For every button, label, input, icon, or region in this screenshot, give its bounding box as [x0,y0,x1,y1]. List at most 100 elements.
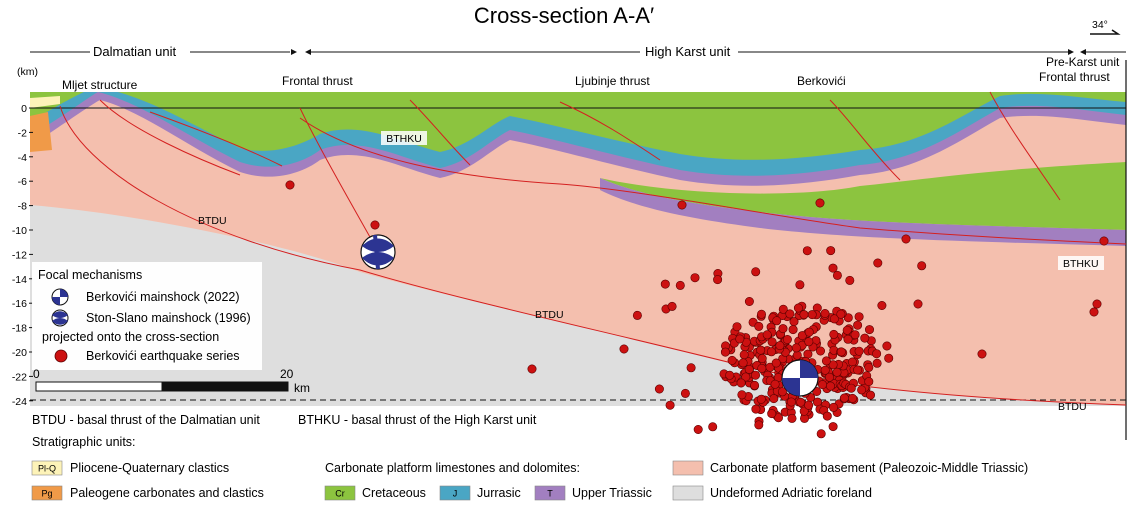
earthquake-dot [791,343,801,353]
earthquake-dot [771,358,781,368]
earthquake-dot [829,314,839,324]
scale-end: 20 [280,367,294,381]
abbr-btdu: BTDU - basal thrust of the Dalmatian uni… [32,413,260,427]
earthquake-dot [820,308,830,318]
earthquake-dot [872,358,882,368]
depth-tick-label: -8 [18,201,27,213]
earthquake-dot [766,347,776,357]
bthku-label-right: BTHKU [1063,258,1099,270]
depth-tick-label: -6 [18,176,27,188]
earthquake-dot [872,349,882,359]
earthquake-dot [820,365,830,375]
strat-carbonate-title: Carbonate platform limestones and dolomi… [325,461,580,475]
swatch-basement [672,460,704,476]
earthquake-dot [778,304,788,314]
earthquake-dot [708,422,718,432]
earthquake-dot [828,263,838,273]
earthquake-dot [843,334,853,344]
btdu-label-right: BTDU [1058,401,1087,413]
earthquake-dot [901,234,911,244]
earthquake-dot [877,300,887,310]
focal-legend-title: Focal mechanisms [38,268,142,282]
strat-basement: Carbonate platform basement (Paleozoic-M… [710,461,1028,475]
depth-axis-unit: (km) [17,66,38,78]
earthquake-dot [804,337,814,347]
earthquake-dot [782,334,792,344]
earthquake-dot [737,390,747,400]
fault-line [409,99,471,166]
earthquake-dot [850,330,860,340]
earthquake-dot [756,309,766,319]
earthquake-dot [1099,236,1109,246]
earthquake-dot [826,246,836,256]
earthquake-dot [864,362,874,372]
earthquake-dot [750,380,760,390]
earthquake-dot [854,346,864,356]
earthquake-dot [667,301,677,311]
earthquake-dot [796,397,806,407]
strat-paleogene: Paleogene carbonates and clastics [70,486,264,500]
ston-slano-focal-mechanism [360,234,396,270]
earthquake-dot [778,324,788,334]
triassic-lower-layer [600,178,1126,246]
earthquake-dot [773,413,783,423]
btdu-label-center: BTDU [535,309,564,321]
earthquake-dot [665,400,675,410]
legend-ston-slano-mainshock: Ston-Slano mainshock (1996) [86,311,251,325]
earthquake-dot [807,310,817,320]
swatch-triassic [534,485,566,501]
earthquake-dot [756,394,766,404]
earthquake-dot [744,364,754,374]
fault-line [989,91,1061,201]
earthquake-dot [799,310,809,320]
depth-tick-label: -4 [18,152,27,164]
earthquake-dot [751,267,761,277]
earthquake-dot [754,321,764,331]
focal-beachball-icon [51,288,69,306]
earthquake-dot [727,355,737,365]
fault-labels: BTHKU BTDU BTDU BTHKU BTDU [198,131,1104,413]
azimuth-label: 34° [1092,19,1108,31]
earthquake-dot [824,372,834,382]
focal-legend: Focal mechanisms Berkovići mainshock (20… [32,262,262,370]
earthquake-dot [864,377,874,387]
earthquake-dot [1089,307,1099,317]
earthquake-dot [751,404,761,414]
earthquake-dot [802,246,812,256]
earthquake-dot [787,413,797,423]
bthku-fault [299,117,1127,245]
earthquake-dot [675,280,685,290]
earthquake-dot [785,309,795,319]
strat-title: Stratigraphic units: [32,435,136,449]
depth-tick-label: 0 [21,103,27,115]
earthquake-dot [828,402,838,412]
earthquake-dot [845,275,855,285]
legend-berkovici-mainshock: Berkovići mainshock (2022) [86,290,240,304]
earthquake-dot [769,394,779,404]
btdu-fault [59,105,1127,406]
unit-header: Dalmatian unit High Karst unit 34° [30,19,1126,59]
earthquake-dot [736,378,746,388]
earthquake-dot [860,333,870,343]
swatch-foreland [672,485,704,501]
earthquake-dot [815,198,825,208]
berkovici-focal-mechanism [781,359,819,397]
earthquake-dot [757,363,767,373]
swatch-paleogene [31,485,63,501]
earthquake-dot [632,310,642,320]
depth-tick-label: -24 [12,396,27,408]
btdu-label-left: BTDU [198,215,227,227]
paleogene-patch [30,112,52,152]
swatch-pliocene [31,460,63,476]
earthquake-dot [735,334,745,344]
earthquake-dot [853,320,863,330]
earthquake-dot [660,279,670,289]
pre-karst-unit-label: Pre-Karst unit [1046,55,1120,69]
earthquake-dot [815,346,825,356]
earthquake-dot [1092,299,1102,309]
earthquake-dot [767,409,777,419]
strat-jurassic: Jurrasic [477,486,521,500]
earthquake-dot [913,299,923,309]
earthquake-dot [756,345,766,355]
